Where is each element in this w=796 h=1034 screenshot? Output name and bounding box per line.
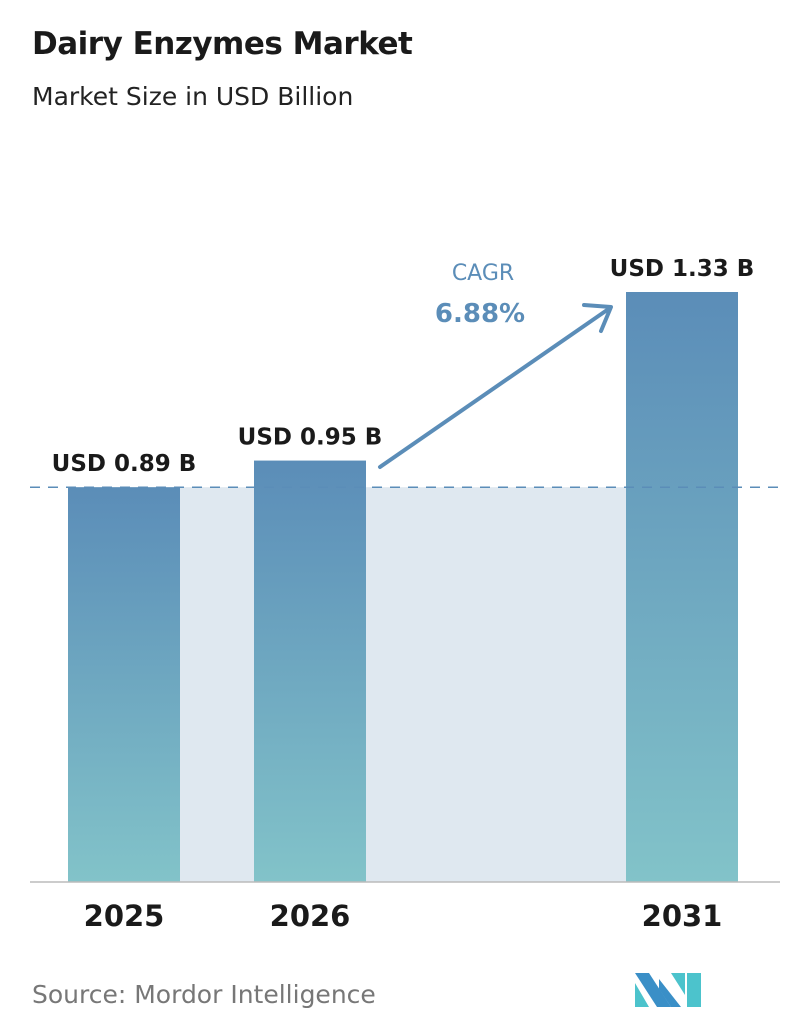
cagr-value: 6.88% [435, 299, 525, 329]
chart-subtitle: Market Size in USD Billion [32, 82, 354, 111]
data-label-2025: USD 0.89 B [52, 451, 197, 477]
x-tick-2031: 2031 [642, 899, 723, 933]
source-text: Source: Mordor Intelligence [32, 980, 376, 1009]
x-tick-2025: 2025 [84, 899, 165, 933]
cagr-arrowhead-icon [582, 303, 613, 333]
x-tick-2026: 2026 [270, 899, 351, 933]
bar-2026 [254, 460, 366, 882]
cagr-arrow [378, 306, 612, 469]
data-label-2026: USD 0.95 B [238, 425, 383, 451]
bar-2031 [626, 292, 738, 882]
data-label-2031: USD 1.33 B [610, 256, 755, 282]
chart-title: Dairy Enzymes Market [32, 26, 413, 62]
bar-2025 [68, 487, 180, 882]
cagr-label: CAGR [452, 261, 514, 286]
mordor-logo-icon [635, 973, 701, 1007]
